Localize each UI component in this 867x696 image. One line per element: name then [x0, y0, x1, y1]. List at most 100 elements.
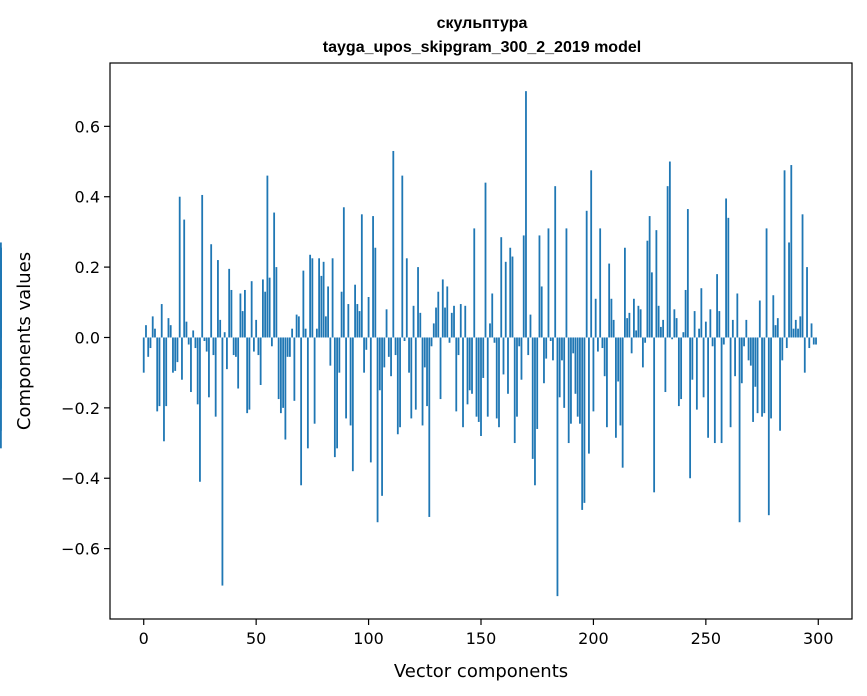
bar	[201, 194, 204, 338]
bar	[154, 328, 156, 338]
bar	[718, 311, 721, 338]
bar	[776, 318, 779, 338]
bar	[387, 337, 390, 357]
bar	[244, 289, 246, 338]
bar	[279, 337, 282, 414]
bar	[617, 337, 620, 382]
bar	[151, 316, 154, 338]
bar	[169, 325, 172, 338]
bar	[390, 337, 392, 377]
bar	[655, 230, 658, 338]
bar	[322, 261, 325, 338]
bar	[711, 337, 714, 347]
bar	[302, 270, 305, 338]
bar	[471, 337, 473, 394]
bar	[266, 175, 269, 338]
bar	[331, 258, 334, 338]
bar	[493, 337, 496, 343]
bar	[500, 237, 503, 338]
bar	[428, 337, 431, 517]
bar	[583, 337, 586, 503]
bar	[756, 337, 759, 414]
bar	[268, 277, 271, 338]
bar	[172, 337, 174, 373]
bar	[430, 337, 433, 347]
bar	[270, 337, 273, 347]
bar	[358, 311, 361, 338]
bar	[779, 337, 781, 431]
bar	[700, 288, 703, 338]
bar	[214, 337, 217, 417]
bar	[408, 337, 410, 373]
bar	[183, 219, 186, 338]
bar	[509, 247, 512, 338]
x-tick-label: 100	[353, 629, 384, 648]
bar	[806, 267, 808, 338]
bar	[603, 337, 606, 377]
bar	[333, 337, 336, 458]
bar	[342, 207, 345, 338]
bar	[504, 261, 507, 338]
bar	[554, 186, 557, 338]
bar	[327, 286, 329, 338]
bar	[304, 328, 307, 338]
bar	[354, 284, 356, 338]
bar	[489, 323, 491, 338]
bar	[774, 325, 777, 338]
chart-title: скульптура	[437, 15, 528, 32]
bar	[659, 326, 662, 338]
bar	[662, 319, 665, 338]
bar	[459, 304, 462, 338]
bar	[437, 291, 440, 338]
bar	[641, 337, 644, 368]
bar	[731, 319, 734, 338]
x-tick-label: 300	[803, 629, 834, 648]
y-tick-label: −0.2	[61, 399, 100, 418]
bar	[576, 337, 579, 417]
bar	[491, 293, 494, 338]
bar	[691, 337, 694, 380]
bar	[572, 337, 575, 354]
bar	[367, 297, 370, 338]
bar	[736, 293, 739, 338]
bar	[570, 337, 572, 424]
bar	[300, 337, 303, 486]
bar	[232, 337, 235, 356]
bar	[619, 337, 622, 426]
bar	[716, 274, 718, 338]
bar	[196, 337, 199, 405]
bar	[448, 337, 451, 343]
bar	[664, 337, 667, 393]
bar	[698, 328, 700, 338]
bar	[513, 337, 516, 444]
bar	[635, 330, 638, 338]
bar	[606, 337, 608, 428]
bar	[671, 337, 674, 340]
bar	[585, 210, 588, 338]
bar	[262, 279, 264, 338]
bar	[401, 175, 404, 338]
bar	[675, 318, 678, 338]
x-tick-label: 150	[466, 629, 497, 648]
bar	[351, 337, 354, 472]
bar	[772, 295, 775, 338]
plot-frame	[109, 62, 853, 620]
bar	[237, 337, 240, 389]
bar	[556, 337, 559, 597]
y-axis-label: Components values	[14, 252, 35, 430]
bar	[453, 305, 455, 338]
bar	[466, 337, 469, 405]
bar	[536, 337, 539, 429]
bar	[297, 316, 300, 338]
bar	[599, 228, 602, 338]
bar	[468, 337, 471, 391]
bar	[747, 337, 750, 361]
bar	[695, 337, 698, 410]
bar	[511, 256, 514, 338]
bar	[563, 337, 566, 408]
bar	[423, 337, 426, 368]
bar	[412, 305, 415, 338]
bar	[734, 337, 736, 377]
